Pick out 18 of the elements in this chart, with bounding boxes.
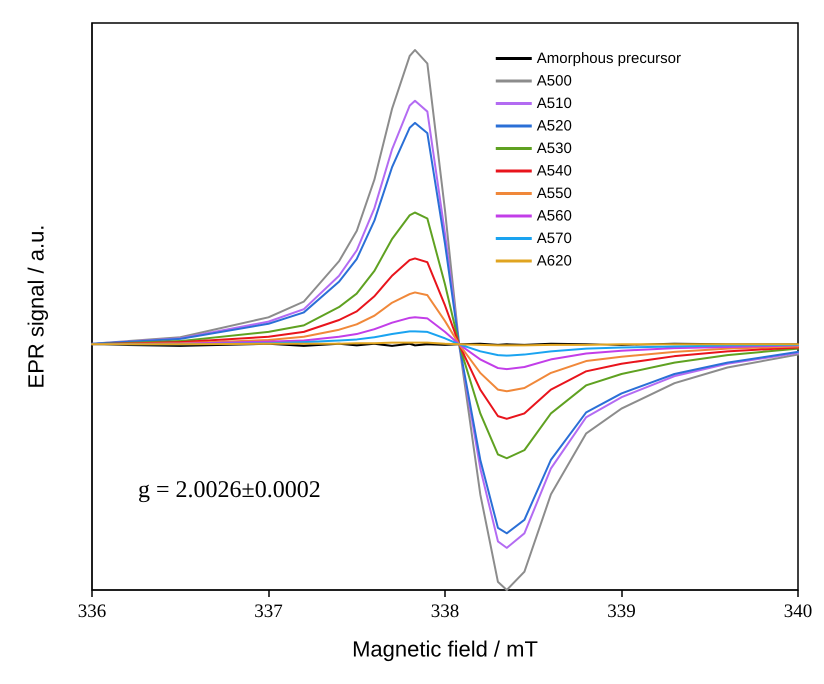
x-tick-label: 336 — [78, 601, 106, 622]
legend-label: A570 — [536, 230, 572, 247]
legend-label: A540 — [536, 162, 572, 180]
x-tick-label: 339 — [607, 601, 636, 622]
legend-label: A560 — [536, 208, 572, 224]
x-tick-label: 337 — [254, 601, 283, 622]
legend-label: A550 — [536, 185, 572, 202]
legend-label: Amorphous precursor — [536, 50, 682, 67]
legend-label: A520 — [536, 118, 572, 134]
legend-label: A500 — [536, 72, 572, 90]
x-tick-label: 340 — [784, 601, 812, 622]
legend-label: A530 — [536, 140, 572, 157]
x-tick-label: 338 — [430, 601, 460, 622]
x-axis-title: Magnetic field / mT — [352, 636, 538, 662]
legend-label: A620 — [536, 252, 572, 270]
annotation: g = 2.0026±0.0002 — [138, 477, 321, 503]
y-axis-title: EPR signal / a.u. — [24, 224, 48, 388]
legend-label: A510 — [536, 95, 572, 112]
